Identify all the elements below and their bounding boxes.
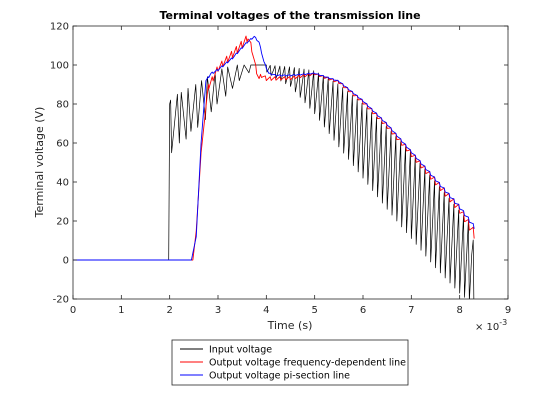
legend-label-0: Input voltage <box>209 345 272 356</box>
y-tick-label: 100 <box>50 61 69 72</box>
x-tick-label: 4 <box>263 305 269 316</box>
plot-frame <box>72 25 509 300</box>
x-axis-label: Time (s) <box>267 319 313 332</box>
x-tick-label: 2 <box>166 305 172 316</box>
x-tick-label: 0 <box>70 305 76 316</box>
x-tick-label: 3 <box>215 305 221 316</box>
x-exponent-label: × 10-3 <box>475 318 507 333</box>
y-tick-label: 40 <box>56 178 69 189</box>
x-tick-label: 1 <box>118 305 124 316</box>
chart-title: Terminal voltages of the transmission li… <box>159 9 420 22</box>
y-tick-label: 60 <box>56 139 69 150</box>
legend: Input voltage Output voltage frequency-de… <box>171 339 409 386</box>
legend-box <box>171 339 409 386</box>
x-tick-label: 6 <box>360 305 366 316</box>
x-exponent-power: -3 <box>499 318 507 327</box>
y-axis-label: Terminal voltage (V) <box>33 107 46 219</box>
y-tick-label: 0 <box>63 256 69 267</box>
x-tick-label: 9 <box>505 305 511 316</box>
x-tick-label: 7 <box>408 305 414 316</box>
x-tick-label: 8 <box>456 305 462 316</box>
legend-label-1: Output voltage frequency-dependent line <box>209 358 406 369</box>
y-tick-label: -20 <box>53 295 69 306</box>
plot-area <box>73 26 508 299</box>
series-line-2 <box>73 35 475 261</box>
y-tick-label: 20 <box>56 217 69 228</box>
x-exponent-base: × 10 <box>475 322 499 333</box>
legend-label-2: Output voltage pi-section line <box>209 371 350 382</box>
y-tick-label: 120 <box>50 22 69 33</box>
y-tick-label: 80 <box>56 100 69 111</box>
x-tick-label: 5 <box>311 305 317 316</box>
